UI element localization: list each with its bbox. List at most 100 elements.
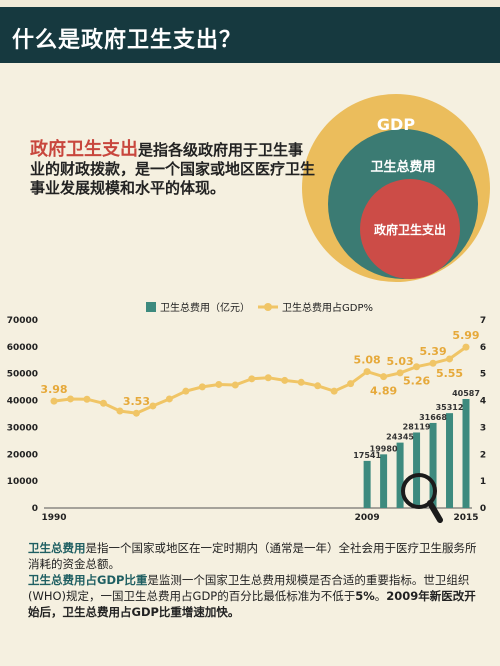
x-tick-label: 1990 bbox=[41, 513, 66, 523]
page-title: 什么是政府卫生支出？ bbox=[12, 28, 243, 53]
line-value-labels: 3.98 3.53 5.08 4.89 5.03 5.26 5.39 5.55 5.99 bbox=[40, 329, 479, 408]
line-point-1999 bbox=[198, 383, 206, 391]
line-point-2011 bbox=[396, 369, 404, 377]
line-points bbox=[50, 343, 470, 417]
p2-pct: 5% bbox=[355, 589, 375, 603]
line-point-1994 bbox=[116, 407, 124, 415]
x-axis-ticks: 1990 2009 2015 bbox=[41, 513, 478, 523]
line-value-label: 5.99 bbox=[452, 329, 479, 342]
term-total-health: 卫生总费用 bbox=[28, 541, 86, 555]
description-paragraph-1: 卫生总费用是指一个国家或地区在一定时期内（通常是一年）全社会用于医疗卫生服务所消… bbox=[28, 540, 478, 572]
total-health-label: 卫生总费用 bbox=[370, 159, 435, 175]
bar-value-label: 28119 bbox=[403, 422, 431, 431]
chart-legend: 卫生总费用（亿元） 卫生总费用占GDP% bbox=[146, 301, 373, 314]
line-value-label: 4.89 bbox=[370, 385, 397, 398]
y-right-tick-label: 3 bbox=[480, 423, 486, 433]
line-point-2007 bbox=[330, 387, 338, 395]
line-point-1993 bbox=[99, 399, 107, 407]
line-point-2004 bbox=[281, 376, 289, 384]
y-right-tick-label: 1 bbox=[480, 477, 486, 487]
line-point-2009 bbox=[363, 368, 371, 376]
bar-2014 bbox=[446, 413, 454, 508]
line-point-1992 bbox=[83, 395, 91, 403]
bar-value-label: 35312 bbox=[436, 403, 464, 412]
gov-health-circle bbox=[360, 179, 460, 279]
y-left-tick-label: 0 bbox=[32, 504, 38, 514]
y-left-tick-label: 20000 bbox=[7, 450, 38, 460]
y-left-tick-label: 10000 bbox=[7, 477, 38, 487]
y-left-tick-label: 40000 bbox=[7, 397, 38, 407]
line-point-1991 bbox=[66, 395, 74, 403]
line-value-label: 3.53 bbox=[123, 395, 150, 408]
y-left-tick-label: 70000 bbox=[7, 316, 38, 326]
line-point-1995 bbox=[132, 409, 140, 417]
x-tick-label: 2015 bbox=[453, 513, 478, 523]
bar-2015 bbox=[462, 398, 470, 508]
bar-value-label: 31668 bbox=[419, 413, 447, 422]
header-bar: 什么是政府卫生支出？ bbox=[0, 7, 500, 63]
bottom-description: 卫生总费用是指一个国家或地区在一定时期内（通常是一年）全社会用于医疗卫生服务所消… bbox=[28, 540, 478, 620]
bar-2009 bbox=[363, 460, 371, 508]
legend-bar-label: 卫生总费用（亿元） bbox=[160, 301, 250, 314]
line-value-label: 5.08 bbox=[354, 354, 381, 367]
line-point-2014 bbox=[446, 355, 454, 363]
legend-line-label: 卫生总费用占GDP% bbox=[282, 301, 373, 314]
top-strip bbox=[0, 0, 500, 7]
term-gdp-share: 卫生总费用占GDP比重 bbox=[28, 573, 148, 587]
intro-text: 是指各级政府用于卫生事业的财政拨款，是一个国家或地区医疗卫生事业发展规模和水平的… bbox=[30, 141, 316, 197]
bar-2013 bbox=[429, 422, 437, 508]
gov-health-label: 政府卫生支出 bbox=[374, 222, 446, 237]
y-left-tick-label: 30000 bbox=[7, 423, 38, 433]
y-right-tick-label: 6 bbox=[480, 343, 486, 353]
line-value-label: 5.26 bbox=[403, 375, 430, 388]
bar-value-label: 19980 bbox=[370, 444, 398, 453]
bar-2012 bbox=[413, 432, 421, 508]
line-point-2013 bbox=[429, 359, 437, 367]
bar-2010 bbox=[380, 454, 388, 508]
p2-text-1: 是监测一个国家卫生总费用规模是否合适的重要指标。世卫组织(WHO)规定，一国卫生… bbox=[28, 573, 470, 603]
y-right-tick-label: 5 bbox=[480, 370, 486, 380]
line-point-2006 bbox=[314, 382, 322, 390]
line-point-2002 bbox=[248, 375, 256, 383]
description-paragraph-2: 卫生总费用占GDP比重是监测一个国家卫生总费用规模是否合适的重要指标。世卫组织(… bbox=[28, 572, 478, 620]
bar-series bbox=[363, 398, 470, 508]
y-right-tick-label: 4 bbox=[480, 397, 486, 407]
line-point-1997 bbox=[165, 395, 173, 403]
p2-sep: 。 bbox=[374, 589, 387, 603]
bar-2011 bbox=[396, 442, 404, 508]
bar-value-label: 24345 bbox=[386, 433, 414, 442]
y-right-tick-label: 2 bbox=[480, 450, 486, 460]
y-left-tick-label: 60000 bbox=[7, 343, 38, 353]
line-point-2015 bbox=[462, 343, 470, 351]
y-right-tick-label: 7 bbox=[480, 316, 486, 326]
line-point-2003 bbox=[264, 374, 272, 382]
line-point-1990 bbox=[50, 397, 58, 405]
line-point-2012 bbox=[413, 363, 421, 371]
line-point-2005 bbox=[297, 378, 305, 386]
legend-bar-swatch bbox=[146, 302, 156, 312]
magnifier-icon bbox=[401, 473, 443, 523]
p2-text-2: 2009年新医改开始后，卫生总费用占GDP比重增速加快。 bbox=[28, 589, 476, 619]
line-value-label: 5.39 bbox=[419, 345, 446, 358]
line-point-2000 bbox=[215, 380, 223, 388]
venn-circles: GDP 卫生总费用 政府卫生支出 bbox=[302, 94, 490, 282]
bar-value-label: 40587 bbox=[452, 389, 480, 398]
line-point-1996 bbox=[149, 402, 157, 410]
intro-paragraph: 政府卫生支出是指各级政府用于卫生事业的财政拨款，是一个国家或地区医疗卫生事业发展… bbox=[30, 140, 315, 198]
y-axis-left: 0 10000 20000 30000 40000 50000 60000 70000 bbox=[7, 316, 38, 514]
line-value-label: 5.03 bbox=[387, 355, 414, 368]
y-right-tick-label: 0 bbox=[480, 504, 486, 514]
line-point-2008 bbox=[347, 380, 355, 388]
chart: 卫生总费用（亿元） 卫生总费用占GDP% 0100002000030000400… bbox=[7, 301, 486, 523]
line-value-label: 5.55 bbox=[436, 367, 463, 380]
line-value-label: 3.98 bbox=[40, 383, 67, 396]
x-tick-label: 2009 bbox=[355, 513, 380, 523]
p1-text: 是指一个国家或地区在一定时期内（通常是一年）全社会用于医疗卫生服务所消耗的资金总… bbox=[28, 541, 477, 571]
y-axis-right: 0 1 2 3 4 5 6 7 bbox=[480, 316, 486, 514]
line-point-2001 bbox=[231, 381, 239, 389]
line-point-1998 bbox=[182, 387, 190, 395]
intro-highlight: 政府卫生支出 bbox=[30, 139, 138, 160]
bar-value-label: 17541 bbox=[353, 451, 381, 460]
y-left-tick-label: 50000 bbox=[7, 370, 38, 380]
legend-line-marker bbox=[264, 303, 272, 311]
